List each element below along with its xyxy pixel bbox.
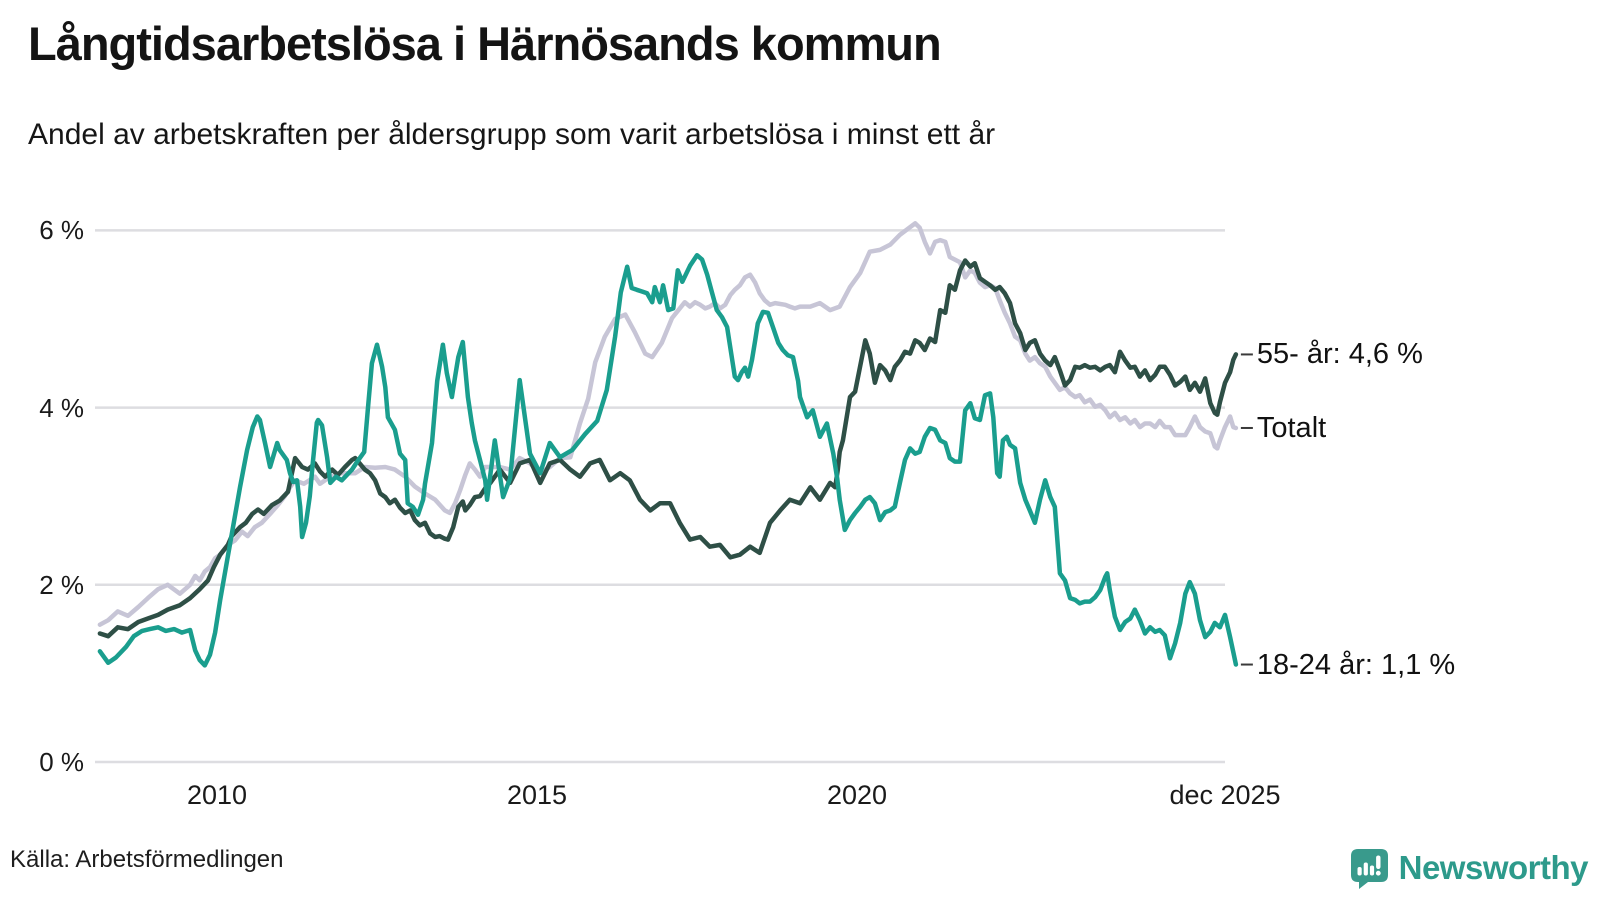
x-axis-tick-label: 2010 xyxy=(186,780,248,810)
page-title: Långtidsarbetslösa i Härnösands kommun xyxy=(28,17,942,70)
y-axis-tick-label: 4 % xyxy=(39,392,84,423)
series-end-label: Totalt xyxy=(1256,411,1327,444)
series-end-label: 18-24 år: 1,1 % xyxy=(1256,648,1456,681)
x-axis-tick-label: dec 2025 xyxy=(1169,780,1281,810)
newsworthy-brand: Newsworthy xyxy=(1347,846,1589,890)
newsworthy-logo-icon xyxy=(1350,849,1388,889)
page-subtitle: Andel av arbetskraften per åldersgrupp s… xyxy=(28,118,996,151)
series-line-18-24-r xyxy=(97,252,1239,668)
y-axis-tick-label: 6 % xyxy=(39,215,84,246)
series-line-Totalt xyxy=(97,221,1239,627)
y-axis-tick-label: 0 % xyxy=(39,747,84,777)
series-end-label: 55- år: 4,6 % xyxy=(1256,338,1423,371)
y-axis-tick-label: 2 % xyxy=(39,569,84,600)
brand-wordmark: Newsworthy xyxy=(1398,849,1589,886)
logo-bubble-shape xyxy=(1350,849,1388,889)
x-axis-tick-label: 2015 xyxy=(506,780,568,810)
source-note: Källa: Arbetsförmedlingen xyxy=(10,846,284,873)
x-axis-tick-label: 2020 xyxy=(826,780,888,810)
